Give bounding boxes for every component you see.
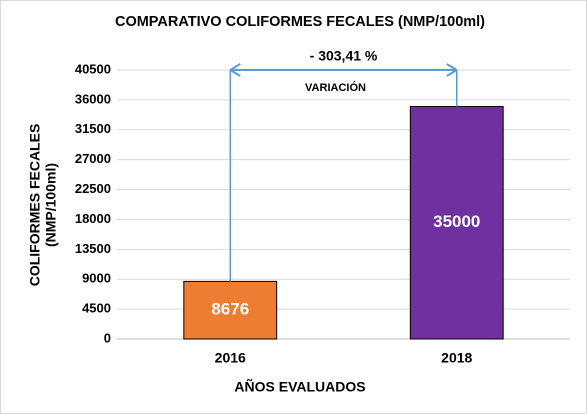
y-tick-label: 4500	[82, 301, 111, 316]
y-tick-label: 27000	[75, 151, 111, 166]
y-axis-label: COLIFORMES FECALES (NMP/100ml)	[27, 124, 59, 287]
y-tick-label: 13500	[75, 241, 111, 256]
y-tick-label: 36000	[75, 91, 111, 106]
y-tick-label: 9000	[82, 271, 111, 286]
data-label: 35000	[433, 212, 480, 231]
y-axis-label-line: COLIFORMES FECALES	[27, 124, 43, 287]
bar	[183, 280, 278, 340]
arrow-head	[229, 63, 241, 77]
y-tick-label: 0	[104, 330, 111, 345]
arrow-head	[446, 63, 458, 77]
y-tick-label: 22500	[75, 181, 111, 196]
x-axis-label: AÑOS EVALUADOS	[234, 378, 365, 395]
y-tick-label: 31500	[75, 121, 111, 136]
y-axis-label-line: (NMP/100ml)	[43, 163, 59, 247]
x-tick-label: 2018	[441, 350, 472, 366]
annotation: - 303,41 %	[310, 48, 378, 64]
data-label: 8676	[211, 300, 249, 319]
bar	[409, 106, 504, 340]
x-tick-label: 2016	[215, 350, 246, 366]
annotation: VARIACIÓN	[305, 81, 366, 94]
y-tick-label: 40500	[75, 61, 111, 76]
y-tick-label: 18000	[75, 211, 111, 226]
chart-title: COMPARATIVO COLIFORMES FECALES (NMP/100m…	[115, 14, 485, 30]
